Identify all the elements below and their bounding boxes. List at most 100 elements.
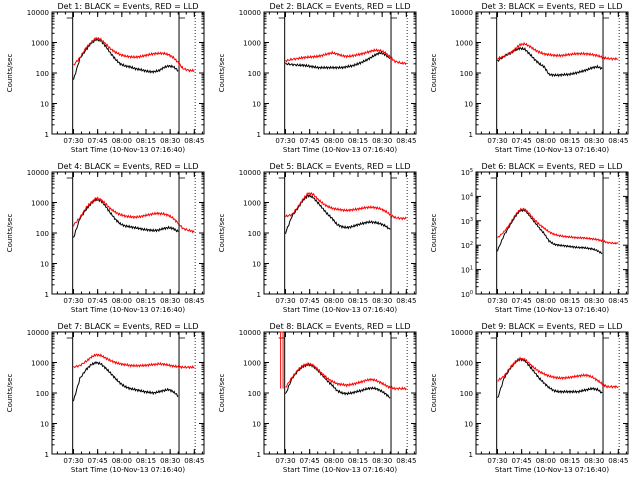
y-tick-label: 10 [40, 421, 49, 429]
x-tick-label: 08:00 [324, 457, 344, 465]
x-tick-label: 07:30 [63, 457, 83, 465]
y-tick-label: 1000 [243, 40, 261, 48]
y-tick-label: 1000 [243, 200, 261, 208]
y-tick-label: 10 [40, 261, 49, 269]
series-line-events [285, 50, 391, 70]
y-tick-label: 10000 [451, 9, 473, 17]
x-tick-label: 08:00 [536, 137, 556, 145]
x-tick-label: 08:00 [112, 137, 132, 145]
x-tick-label: 07:30 [487, 137, 507, 145]
series-line-events [285, 194, 391, 234]
chart-title: Det 5: BLACK = Events, RED = LLD [270, 162, 411, 171]
y-axis-label: Counts/sec [218, 214, 226, 253]
series-line-lld [497, 207, 619, 245]
y-axis-label: Counts/sec [218, 54, 226, 93]
x-tick-label: 08:15 [348, 457, 368, 465]
y-tick-label: 103 [461, 217, 473, 226]
y-tick-label: 100 [460, 70, 473, 78]
x-tick-label: 08:15 [136, 137, 156, 145]
y-tick-label: 1000 [31, 200, 49, 208]
y-tick-label: 1 [469, 131, 473, 139]
y-tick-label: 10000 [27, 9, 49, 17]
y-tick-label: 100 [248, 70, 261, 78]
y-axis-label: Counts/sec [6, 54, 14, 93]
y-tick-label: 10 [252, 421, 261, 429]
series-line-lld [73, 353, 195, 370]
y-tick-label: 100 [36, 70, 49, 78]
y-tick-label: 1 [257, 451, 261, 459]
y-tick-label: 10000 [27, 329, 49, 337]
series-line-events [73, 361, 179, 402]
plot-frame [475, 331, 629, 455]
y-tick-label: 102 [461, 241, 473, 250]
chart-panel-5: Det 5: BLACK = Events, RED = LLD 1 10 100 10… [218, 162, 417, 314]
series-line-events [73, 37, 179, 80]
x-tick-label: 07:45 [300, 457, 320, 465]
chart-panel-1: Det 1: BLACK = Events, RED = LLD 1 10 100 10… [6, 2, 205, 154]
series-line-lld [285, 191, 407, 221]
y-tick-label: 100 [461, 290, 473, 299]
x-tick-label: 08:30 [372, 457, 392, 465]
x-tick-label: 08:45 [184, 457, 204, 465]
x-tick-label: 07:45 [88, 137, 108, 145]
chart-title: Det 2: BLACK = Events, RED = LLD [270, 2, 411, 11]
x-axis-label: Start Time (10-Nov-13 07:16:40) [495, 306, 609, 314]
chart-panel-9: Det 9: BLACK = Events, RED = LLD 1 10 100 10… [430, 322, 629, 474]
y-tick-label: 10000 [239, 9, 261, 17]
x-tick-label: 08:45 [608, 297, 628, 305]
x-tick-label: 08:30 [584, 457, 604, 465]
series-line-lld [285, 48, 407, 66]
x-tick-label: 08:00 [324, 297, 344, 305]
y-tick-label: 10000 [451, 329, 473, 337]
plot-frame [475, 11, 629, 135]
plot-frame [263, 11, 417, 135]
x-tick-label: 07:30 [487, 457, 507, 465]
chart-panel-2: Det 2: BLACK = Events, RED = LLD 1 10 100 10… [218, 2, 417, 154]
y-tick-label: 10000 [239, 329, 261, 337]
x-tick-label: 08:15 [560, 137, 580, 145]
y-tick-label: 1 [257, 131, 261, 139]
y-axis-label: Counts/sec [6, 374, 14, 413]
x-axis-label: Start Time (10-Nov-13 07:16:40) [495, 466, 609, 474]
x-tick-label: 07:30 [275, 297, 295, 305]
chart-panel-6: Det 6: BLACK = Events, RED = LLD 100 101 10… [430, 162, 629, 314]
y-tick-label: 1000 [243, 360, 261, 368]
x-tick-label: 07:45 [88, 457, 108, 465]
x-tick-label: 08:45 [396, 297, 416, 305]
x-tick-label: 08:15 [560, 297, 580, 305]
x-axis-label: Start Time (10-Nov-13 07:16:40) [283, 306, 397, 314]
x-axis-label: Start Time (10-Nov-13 07:16:40) [71, 146, 185, 154]
x-tick-label: 08:15 [136, 457, 156, 465]
x-tick-label: 08:45 [396, 137, 416, 145]
series-line-events [497, 357, 603, 398]
y-axis-label: Counts/sec [218, 374, 226, 413]
x-tick-label: 08:00 [112, 297, 132, 305]
y-tick-label: 1 [469, 451, 473, 459]
y-tick-label: 10 [40, 101, 49, 109]
y-tick-label: 10000 [27, 169, 49, 177]
x-tick-label: 07:45 [512, 297, 532, 305]
x-tick-label: 07:45 [512, 137, 532, 145]
chart-title: Det 8: BLACK = Events, RED = LLD [270, 322, 411, 331]
x-axis-label: Start Time (10-Nov-13 07:16:40) [283, 466, 397, 474]
x-tick-label: 07:30 [275, 457, 295, 465]
chart-title: Det 7: BLACK = Events, RED = LLD [58, 322, 199, 331]
x-axis-label: Start Time (10-Nov-13 07:16:40) [71, 466, 185, 474]
series-line-lld [497, 356, 619, 389]
y-tick-label: 1 [257, 291, 261, 299]
x-tick-label: 08:45 [608, 457, 628, 465]
y-axis-label: Counts/sec [6, 214, 14, 253]
x-tick-label: 08:30 [160, 137, 180, 145]
series-line-lld [285, 361, 407, 391]
x-tick-label: 08:00 [536, 297, 556, 305]
x-axis-label: Start Time (10-Nov-13 07:16:40) [495, 146, 609, 154]
y-tick-label: 1 [45, 451, 49, 459]
x-tick-label: 08:30 [372, 297, 392, 305]
y-tick-label: 10 [464, 421, 473, 429]
chart-panel-3: Det 3: BLACK = Events, RED = LLD 1 10 100 10… [430, 2, 629, 154]
y-tick-label: 1 [45, 131, 49, 139]
plot-frame [263, 171, 417, 295]
chart-title: Det 4: BLACK = Events, RED = LLD [58, 162, 199, 171]
x-tick-label: 07:30 [63, 297, 83, 305]
chart-title: Det 1: BLACK = Events, RED = LLD [58, 2, 199, 11]
